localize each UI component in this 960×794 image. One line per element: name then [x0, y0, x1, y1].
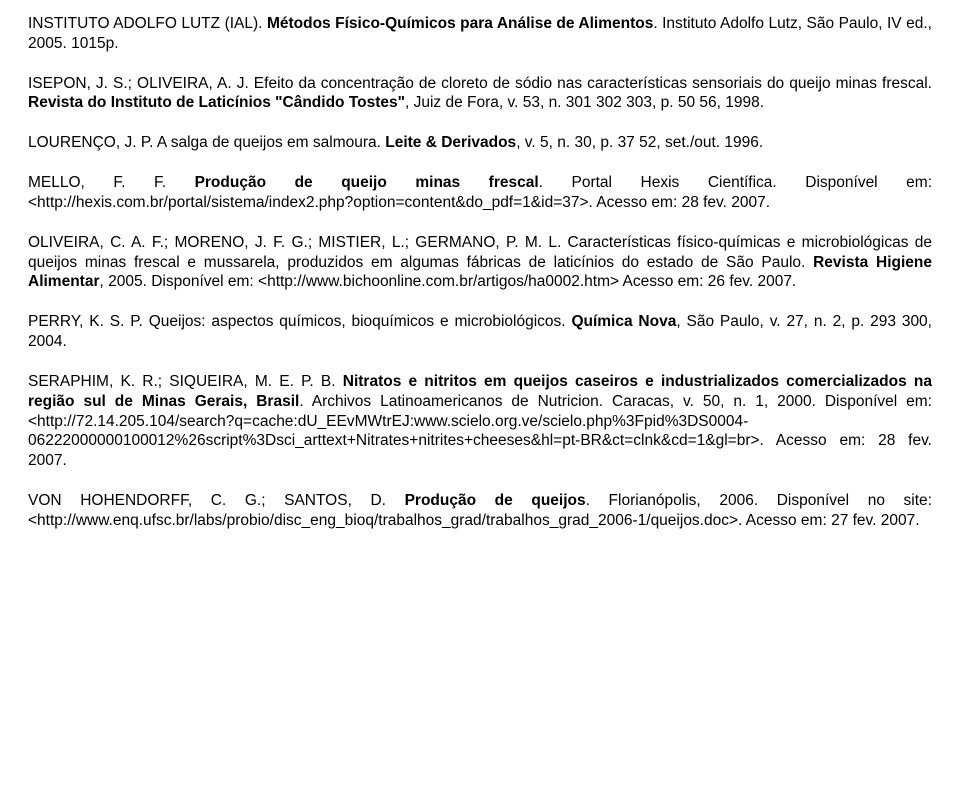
- reference-text: SERAPHIM, K. R.; SIQUEIRA, M. E. P. B.: [28, 373, 343, 390]
- reference-entry: MELLO, F. F. Produção de queijo minas fr…: [28, 173, 932, 213]
- references-page: INSTITUTO ADOLFO LUTZ (IAL). Métodos Fís…: [0, 0, 960, 571]
- reference-entry: INSTITUTO ADOLFO LUTZ (IAL). Métodos Fís…: [28, 14, 932, 54]
- reference-entry: ISEPON, J. S.; OLIVEIRA, A. J. Efeito da…: [28, 74, 932, 114]
- reference-text: PERRY, K. S. P. Queijos: aspectos químic…: [28, 313, 571, 330]
- reference-text: ISEPON, J. S.; OLIVEIRA, A. J. Efeito da…: [28, 75, 932, 92]
- reference-text: , 2005. Disponível em: <http://www.bicho…: [100, 273, 797, 290]
- reference-text: LOURENÇO, J. P. A salga de queijos em sa…: [28, 134, 385, 151]
- reference-text: OLIVEIRA, C. A. F.; MORENO, J. F. G.; MI…: [28, 234, 932, 271]
- reference-title: Química Nova: [571, 313, 676, 330]
- reference-entry: PERRY, K. S. P. Queijos: aspectos químic…: [28, 312, 932, 352]
- reference-text: , Juiz de Fora, v. 53, n. 301 302 303, p…: [405, 94, 764, 111]
- reference-text: MELLO, F. F.: [28, 174, 195, 191]
- reference-title: Métodos Físico-Químicos para Análise de …: [267, 15, 653, 32]
- reference-entry: LOURENÇO, J. P. A salga de queijos em sa…: [28, 133, 932, 153]
- reference-entry: SERAPHIM, K. R.; SIQUEIRA, M. E. P. B. N…: [28, 372, 932, 471]
- reference-title: Produção de queijos: [405, 492, 586, 509]
- reference-entry: OLIVEIRA, C. A. F.; MORENO, J. F. G.; MI…: [28, 233, 932, 292]
- reference-entry: VON HOHENDORFF, C. G.; SANTOS, D. Produç…: [28, 491, 932, 531]
- reference-title: Leite & Derivados: [385, 134, 516, 151]
- reference-title: Revista do Instituto de Laticínios "Când…: [28, 94, 405, 111]
- reference-text: , v. 5, n. 30, p. 37 52, set./out. 1996.: [516, 134, 763, 151]
- reference-title: Produção de queijo minas frescal: [195, 174, 539, 191]
- reference-text: INSTITUTO ADOLFO LUTZ (IAL).: [28, 15, 267, 32]
- reference-text: VON HOHENDORFF, C. G.; SANTOS, D.: [28, 492, 405, 509]
